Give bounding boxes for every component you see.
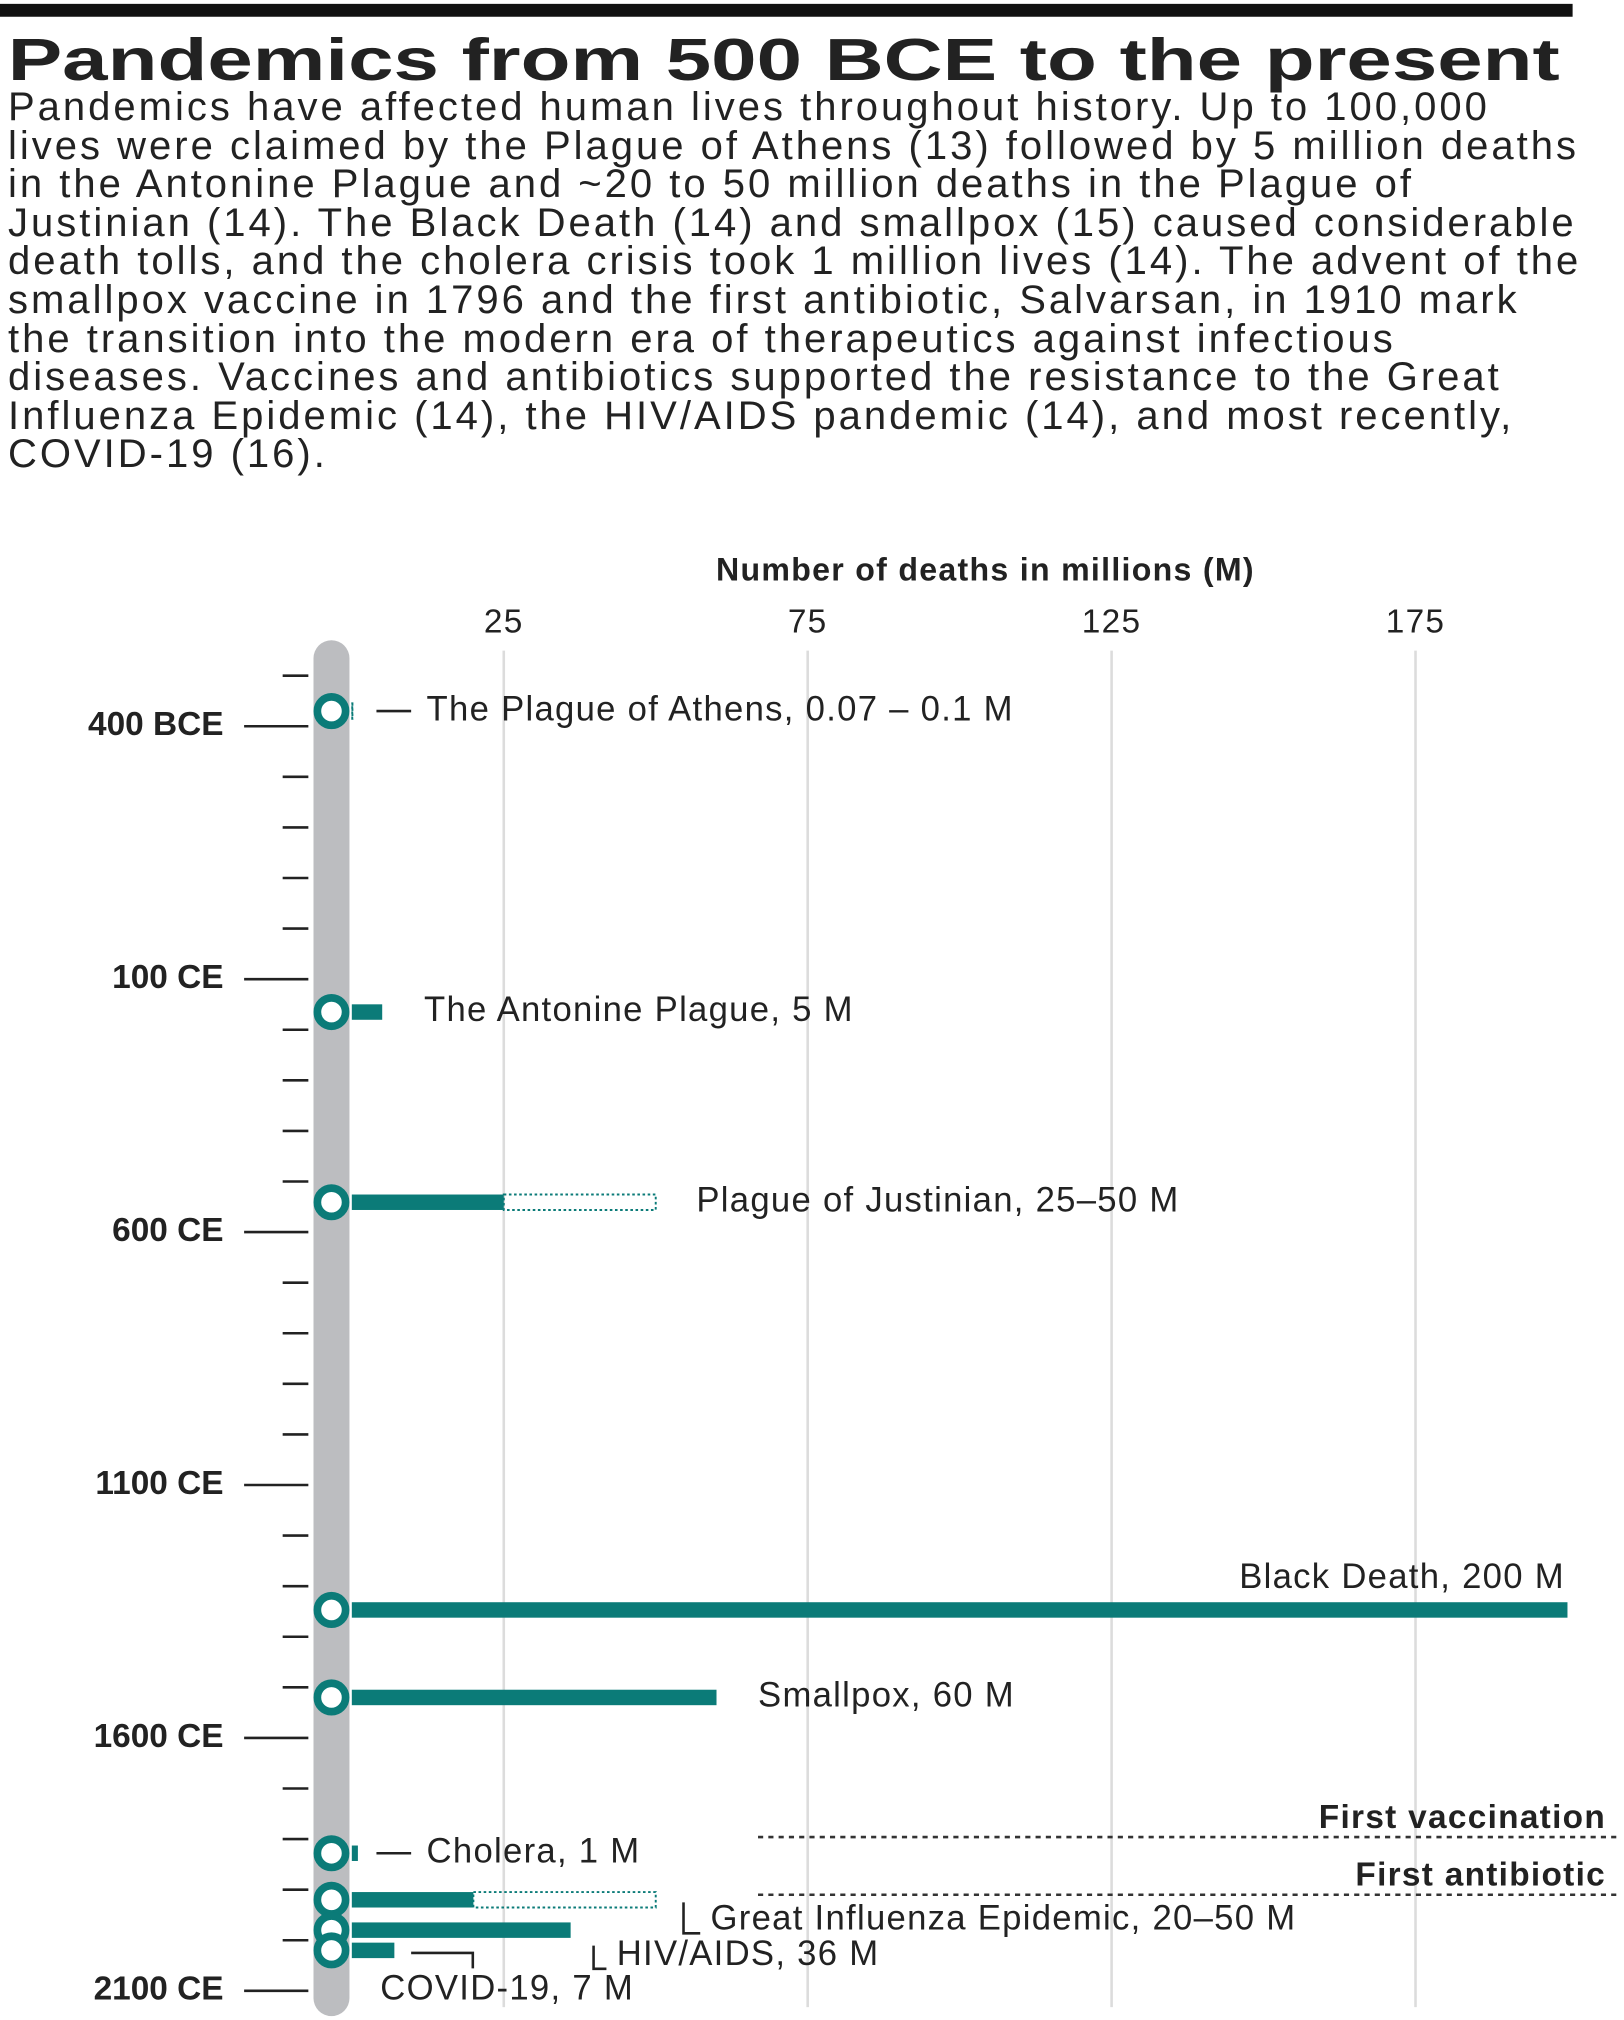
bar [351, 1004, 383, 1020]
value-label: HIV/AIDS, 36 M [617, 1935, 880, 1973]
event-marker [313, 1184, 350, 1221]
label-connector [411, 1951, 475, 1969]
bar [351, 1922, 571, 1938]
event-marker [313, 1679, 350, 1716]
chart-title: Pandemics from 500 BCE to the present [8, 26, 1560, 93]
y-tick-label: 1600 CE [94, 1718, 224, 1755]
value-label: Cholera, 1 M [427, 1832, 641, 1870]
event-marker [313, 1881, 350, 1918]
event-marker [313, 1591, 350, 1628]
intro-text: Pandemics have affected human lives thro… [8, 85, 1582, 477]
milestone-label: First antibiotic [1355, 1857, 1606, 1894]
x-tick-label: 25 [484, 603, 524, 640]
value-label: Black Death, 200 M [1239, 1558, 1565, 1596]
bar [351, 1602, 1568, 1618]
event-marker [313, 1835, 350, 1872]
y-tick-label: 600 CE [112, 1212, 223, 1249]
value-label: COVID-19, 7 M [380, 1969, 634, 2007]
timeline-axis [313, 640, 350, 2017]
y-tick-label: 400 BCE [88, 706, 224, 743]
bar [351, 1892, 474, 1908]
milestone-label: First vaccination [1319, 1799, 1606, 1836]
event-marker [313, 1932, 350, 1969]
range-extension [472, 1891, 657, 1909]
event-marker [313, 994, 350, 1031]
value-label: Smallpox, 60 M [758, 1677, 1015, 1715]
y-tick-label: 2100 CE [94, 1971, 224, 2008]
label-connector [682, 1902, 701, 1935]
x-tick-label: 175 [1386, 603, 1446, 640]
x-tick-label: 75 [788, 603, 828, 640]
value-label: Great Influenza Epidemic, 20–50 M [711, 1900, 1297, 1938]
x-axis-title: Number of deaths in millions (M) [716, 551, 1255, 587]
x-tick-label: 125 [1082, 603, 1142, 640]
bar [351, 1942, 395, 1959]
range-extension [502, 1193, 657, 1211]
bar [351, 1845, 358, 1861]
value-label: The Antonine Plague, 5 M [424, 991, 854, 1029]
top-rule [0, 3, 1573, 17]
event-marker [313, 693, 350, 730]
value-label: Plague of Justinian, 25–50 M [696, 1181, 1179, 1219]
y-tick-label: 100 CE [112, 959, 223, 996]
value-label: The Plague of Athens, 0.07 – 0.1 M [427, 690, 1014, 728]
bar [351, 1194, 504, 1210]
bar [351, 1689, 717, 1706]
y-tick-label: 1100 CE [95, 1465, 223, 1502]
label-connector [592, 1945, 607, 1971]
